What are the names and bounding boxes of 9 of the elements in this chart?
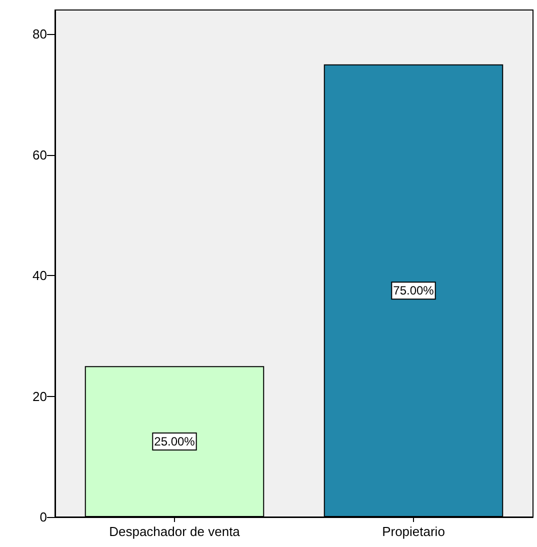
data-label: 25.00%	[154, 434, 196, 449]
x-tick-label: Despachador de venta	[109, 524, 241, 539]
y-tick-label: 20	[32, 388, 47, 404]
data-label: 75.00%	[393, 284, 434, 298]
y-tick-label: 0	[40, 510, 47, 524]
y-tick-label: 60	[32, 147, 47, 162]
x-tick-label: Propietario	[382, 524, 445, 539]
y-tick-label: 40	[32, 268, 47, 284]
y-tick-label: 80	[32, 26, 47, 42]
